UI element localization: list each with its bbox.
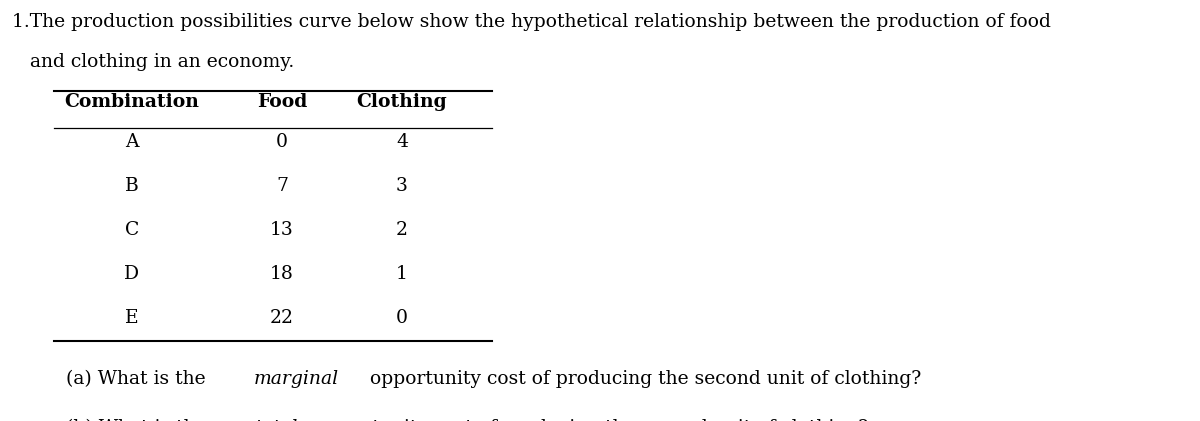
Text: (b) What is the: (b) What is the — [66, 419, 212, 421]
Text: Combination: Combination — [65, 93, 199, 111]
Text: 1.The production possibilities curve below show the hypothetical relationship be: 1.The production possibilities curve bel… — [12, 13, 1051, 31]
Text: A: A — [125, 133, 139, 151]
Text: 7: 7 — [276, 177, 288, 195]
Text: 2: 2 — [396, 221, 408, 239]
Text: D: D — [125, 265, 139, 283]
Text: 0: 0 — [396, 309, 408, 328]
Text: E: E — [125, 309, 139, 328]
Text: marginal: marginal — [254, 370, 340, 389]
Text: (a) What is the: (a) What is the — [66, 370, 211, 389]
Text: opportunity cost of producing the second unit of clothing?: opportunity cost of producing the second… — [364, 370, 920, 389]
Text: total: total — [256, 419, 299, 421]
Text: 4: 4 — [396, 133, 408, 151]
Text: 22: 22 — [270, 309, 294, 328]
Text: opportunity cost of producing the second unit of clothing?: opportunity cost of producing the second… — [311, 419, 869, 421]
Text: 1: 1 — [396, 265, 408, 283]
Text: 13: 13 — [270, 221, 294, 239]
Text: 18: 18 — [270, 265, 294, 283]
Text: Clothing: Clothing — [356, 93, 448, 111]
Text: and clothing in an economy.: and clothing in an economy. — [12, 53, 294, 71]
Text: C: C — [125, 221, 139, 239]
Text: 3: 3 — [396, 177, 408, 195]
Text: B: B — [125, 177, 139, 195]
Text: Food: Food — [257, 93, 307, 111]
Text: 0: 0 — [276, 133, 288, 151]
